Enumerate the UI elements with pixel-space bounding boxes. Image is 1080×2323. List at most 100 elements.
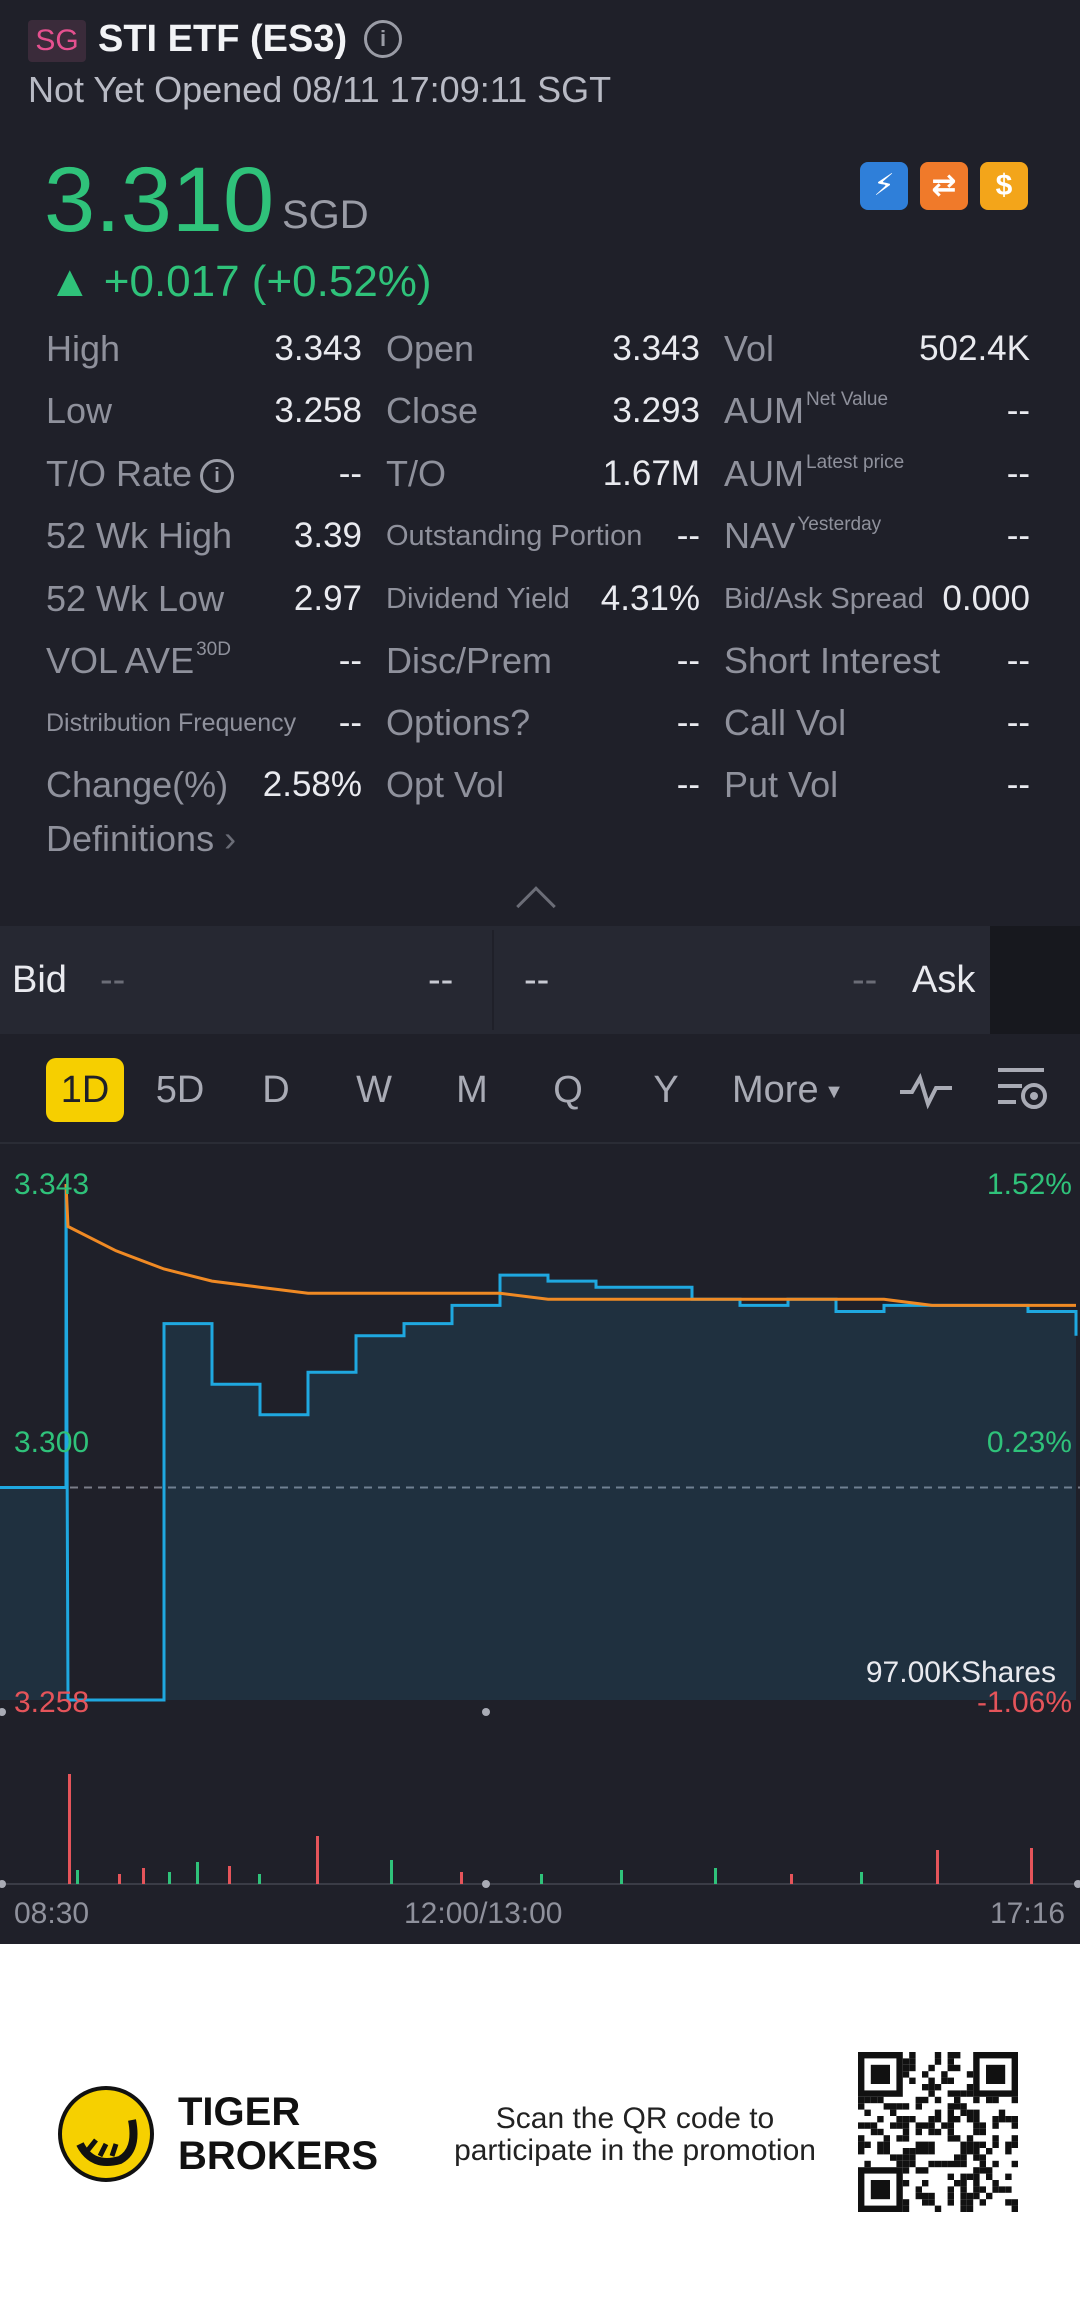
session-marker bbox=[0, 1880, 6, 1888]
intraday-chart[interactable] bbox=[0, 1144, 1080, 1944]
stat-label: AUM Net Value bbox=[724, 389, 889, 431]
ask-size: -- bbox=[524, 959, 550, 1001]
volume-bar bbox=[168, 1872, 171, 1884]
stat-label: Put Vol bbox=[724, 764, 839, 805]
tab-m[interactable]: M bbox=[456, 1069, 488, 1111]
page-title: STI ETF (ES3) bbox=[98, 18, 348, 60]
tab-q[interactable]: Q bbox=[553, 1069, 583, 1111]
stat-label: VOL AVE 30D bbox=[46, 639, 231, 681]
definitions-link[interactable]: Definitions › bbox=[46, 818, 237, 859]
stat-label: Disc/Prem bbox=[386, 640, 553, 681]
stat-value: 3.39 bbox=[293, 516, 362, 555]
stat-value: -- bbox=[1006, 703, 1030, 742]
volume-bar bbox=[258, 1874, 261, 1884]
stat-label: Options? bbox=[386, 702, 531, 743]
volume-bar bbox=[142, 1868, 145, 1884]
to-rate-info-icon[interactable]: i bbox=[200, 459, 235, 494]
y-label-mid: 3.300 bbox=[14, 1426, 90, 1459]
dollar-icon[interactable]: $ bbox=[980, 162, 1028, 210]
stat-value: -- bbox=[338, 703, 362, 742]
stat-label: Low bbox=[46, 390, 113, 431]
tab-more[interactable]: More ▼ bbox=[732, 1069, 844, 1111]
stat-value: 2.58% bbox=[262, 765, 362, 804]
price-area bbox=[0, 1184, 1076, 1700]
stat-label: Outstanding Portion bbox=[386, 520, 643, 552]
stat-label: Bid/Ask Spread bbox=[724, 583, 924, 615]
price-change: ▲ +0.017 (+0.52%) bbox=[48, 257, 432, 306]
stat-value: 3.258 bbox=[274, 391, 362, 430]
stat-value: -- bbox=[1006, 765, 1030, 804]
stat-label: Open bbox=[386, 328, 475, 369]
stat-value: 0.000 bbox=[942, 579, 1030, 618]
tab-d[interactable]: D bbox=[262, 1069, 290, 1111]
tiger-logo-icon bbox=[58, 2086, 154, 2182]
stat-label: 52 Wk High bbox=[46, 515, 233, 556]
stat-label: Call Vol bbox=[724, 702, 847, 743]
tab-w[interactable]: W bbox=[356, 1069, 392, 1111]
stat-value: -- bbox=[1006, 454, 1030, 493]
tab-5d[interactable]: 5D bbox=[155, 1069, 205, 1111]
session-marker bbox=[1074, 1880, 1080, 1888]
stat-value: 3.343 bbox=[274, 329, 362, 368]
volume-bar bbox=[196, 1862, 199, 1884]
stat-label: 52 Wk Low bbox=[46, 578, 225, 619]
y-pct-high: 1.52% bbox=[986, 1168, 1072, 1201]
volume-bar bbox=[68, 1774, 71, 1884]
session-marker bbox=[482, 1708, 490, 1716]
bid-ask-bar bbox=[0, 926, 1080, 1034]
volume-bar bbox=[860, 1872, 863, 1884]
stat-label: Distribution Frequency bbox=[46, 709, 297, 737]
y-label-low: 3.258 bbox=[14, 1686, 90, 1719]
indicator-icon[interactable] bbox=[898, 1070, 954, 1110]
volume-bar bbox=[76, 1870, 79, 1884]
stat-label: Change(%) bbox=[46, 764, 229, 805]
promo-line1: Scan the QR code to bbox=[495, 2102, 775, 2135]
time-label-close: 17:16 bbox=[990, 1897, 1066, 1930]
tab-1d[interactable]: 1D bbox=[46, 1058, 124, 1122]
promo-line2: participate in the promotion bbox=[454, 2134, 816, 2167]
ask-price: -- bbox=[852, 959, 878, 1001]
volume-bar bbox=[790, 1874, 793, 1884]
volume-bar bbox=[936, 1850, 939, 1884]
last-price: 3.310 bbox=[44, 149, 275, 251]
stat-value: -- bbox=[676, 641, 700, 680]
volume-bar bbox=[460, 1872, 463, 1884]
stat-label: NAV Yesterday bbox=[724, 514, 882, 556]
bid-size: -- bbox=[428, 959, 454, 1001]
volume-bar bbox=[1030, 1848, 1033, 1884]
stat-label: AUM Latest price bbox=[724, 452, 905, 494]
stat-label: High bbox=[46, 328, 121, 369]
info-icon[interactable]: i bbox=[364, 20, 402, 58]
stat-value: -- bbox=[338, 454, 362, 493]
volume-bar bbox=[118, 1874, 121, 1884]
brand-line2: BROKERS bbox=[178, 2134, 379, 2178]
stat-value: 502.4K bbox=[919, 329, 1030, 368]
stat-value: 1.67M bbox=[602, 454, 700, 493]
ask-label: Ask bbox=[912, 959, 976, 1001]
stat-value: -- bbox=[1006, 641, 1030, 680]
volume-bar bbox=[390, 1860, 393, 1884]
session-marker bbox=[482, 1880, 490, 1888]
time-label-mid: 12:00/13:00 bbox=[404, 1897, 563, 1930]
lightning-icon[interactable]: ⚡ bbox=[860, 162, 908, 210]
exchange-icon[interactable]: ⇄ bbox=[920, 162, 968, 210]
stat-label: Dividend Yield bbox=[386, 583, 570, 615]
price-line bbox=[0, 1183, 1078, 1702]
stat-value: -- bbox=[1006, 516, 1030, 555]
brand-line1: TIGER bbox=[178, 2090, 301, 2134]
stat-label: T/O Rate i bbox=[46, 451, 235, 497]
y-label-high: 3.343 bbox=[14, 1168, 90, 1201]
tab-y[interactable]: Y bbox=[653, 1069, 679, 1111]
y-pct-low: -1.06% bbox=[976, 1686, 1072, 1719]
stat-label: Short Interest bbox=[724, 640, 941, 681]
chart-settings-icon[interactable] bbox=[994, 1064, 1050, 1116]
ask-end-cap bbox=[990, 926, 1080, 1034]
bid-label: Bid bbox=[12, 959, 67, 1001]
qr-code[interactable] bbox=[858, 2052, 1018, 2212]
volume-bar bbox=[540, 1874, 543, 1884]
stat-label: Vol bbox=[724, 328, 775, 369]
volume-bar bbox=[316, 1836, 319, 1884]
market-status: Not Yet Opened 08/11 17:09:11 SGT bbox=[28, 69, 612, 110]
volume-bar bbox=[228, 1866, 231, 1884]
currency-label: SGD bbox=[282, 193, 369, 237]
